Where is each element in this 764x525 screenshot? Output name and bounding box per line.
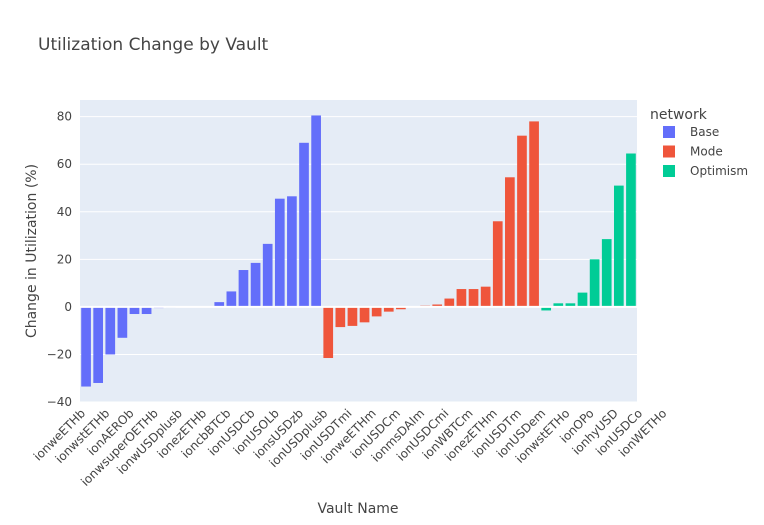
bar-optimism — [577, 292, 588, 307]
bar-optimism — [626, 153, 636, 307]
legend-title: network — [650, 107, 708, 123]
bar-base — [129, 306, 140, 315]
bar-base — [274, 198, 285, 307]
y-tick-label: −40 — [47, 395, 72, 409]
bar-mode — [505, 177, 515, 307]
x-axis-title: Vault Name — [317, 501, 398, 517]
bar-mode — [480, 286, 491, 307]
chart-title: Utilization Change by Vault — [38, 35, 269, 55]
legend: network Base Mode Optimism — [650, 107, 748, 178]
y-axis-title: Change in Utilization (%) — [24, 164, 40, 338]
bar-base — [81, 306, 91, 387]
x-axis-ticks: ionweETHbionwstETHbionAERObionwsuperOETH… — [31, 406, 670, 489]
plot-area — [80, 100, 637, 402]
legend-label-mode: Mode — [690, 145, 723, 159]
bar-base — [105, 306, 116, 355]
y-tick-label: −20 — [47, 347, 72, 361]
legend-label-base: Base — [690, 125, 719, 139]
bar-base — [287, 196, 297, 307]
bar-optimism — [601, 239, 612, 307]
bar-mode — [432, 304, 443, 307]
y-tick-label: 80 — [57, 110, 72, 124]
bar-mode — [347, 306, 358, 326]
bar-base — [117, 306, 128, 338]
y-tick-label: 40 — [57, 205, 72, 219]
bar-base — [226, 291, 237, 307]
y-tick-label: 0 — [64, 300, 72, 314]
bar-optimism — [613, 185, 624, 307]
bar-base — [250, 262, 261, 307]
legend-swatch-mode — [663, 145, 675, 158]
bar-optimism — [541, 306, 552, 311]
legend-swatch-base — [663, 126, 675, 138]
bar-base — [311, 115, 321, 307]
bar-mode — [517, 135, 527, 307]
bar-mode — [456, 289, 467, 307]
bar-optimism — [553, 303, 564, 307]
bar-base — [214, 302, 225, 307]
bar-mode — [335, 306, 346, 328]
y-tick-label: 60 — [57, 157, 72, 171]
bar-base — [141, 306, 152, 315]
bar-base — [299, 142, 309, 307]
bar-base — [93, 306, 104, 383]
bar-base — [262, 243, 273, 307]
bar-mode — [468, 289, 479, 307]
bar-base — [238, 270, 249, 307]
bars — [81, 115, 636, 387]
legend-label-optimism: Optimism — [690, 164, 748, 178]
bar-mode — [396, 306, 406, 310]
bar-mode — [492, 221, 503, 307]
y-tick-label: 20 — [57, 252, 72, 266]
y-axis-ticks: −40 −20 0 20 40 60 80 — [47, 110, 72, 409]
bar-mode — [371, 306, 382, 317]
legend-swatch-optimism — [663, 165, 675, 177]
bar-mode — [323, 306, 334, 359]
bar-mode — [383, 306, 394, 312]
gridlines — [80, 116, 637, 403]
bar-optimism — [589, 259, 600, 307]
bar-mode — [529, 121, 539, 307]
bar-optimism — [565, 303, 576, 307]
bar-mode — [444, 298, 455, 307]
bar-mode — [359, 306, 370, 323]
